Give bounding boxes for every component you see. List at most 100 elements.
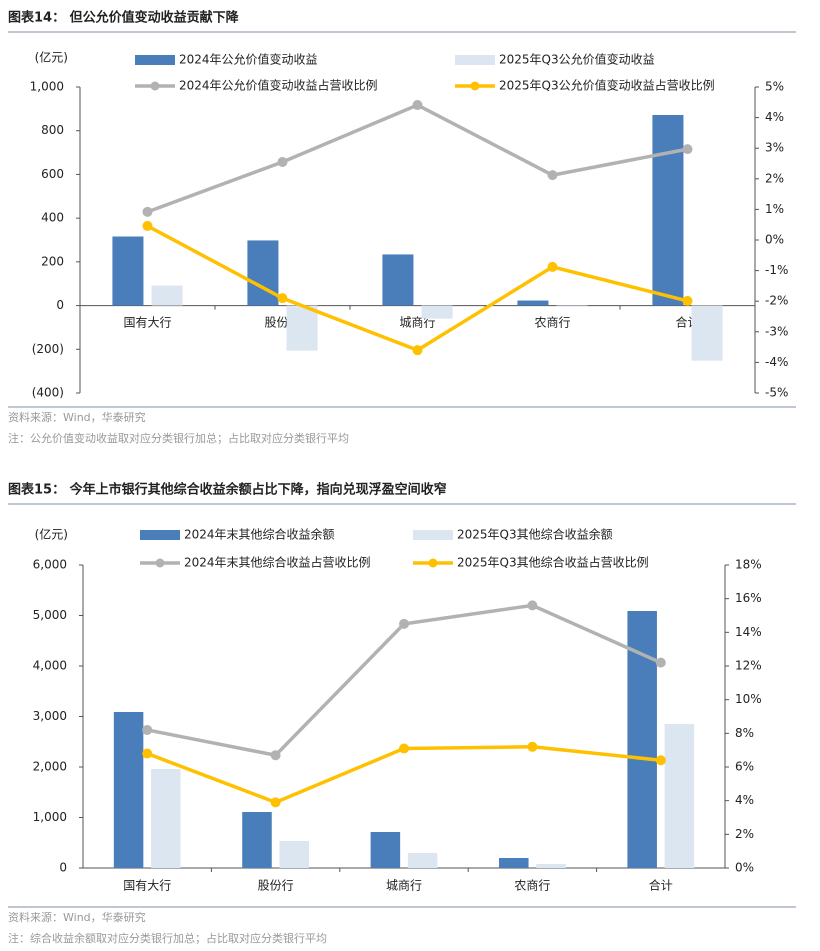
source: 资料来源：Wind，华泰研究 — [8, 410, 146, 424]
y2-tick-label: 4% — [735, 793, 754, 807]
line-point — [682, 144, 693, 155]
note: 注：综合收益余额取对应分类银行加总；占比取对应分类银行平均 — [8, 931, 327, 945]
y-tick-label: (200) — [32, 342, 64, 356]
note: 注：公允价值变动收益取对应分类银行加总；占比取对应分类银行平均 — [8, 431, 349, 445]
x-tick-label: 股份行 — [258, 879, 294, 893]
figure-title: 图表14： 但公允价值变动收益贡献下降 — [8, 10, 240, 26]
line-point — [142, 724, 153, 735]
y2-tick-label: -4% — [765, 355, 788, 369]
y-axis-unit: (亿元) — [35, 527, 68, 542]
y2-tick-label: -2% — [765, 294, 788, 308]
legend-swatch — [155, 558, 165, 568]
y2-tick-label: -3% — [765, 324, 788, 338]
legend-label: 2024年公允价值变动收益占营收比例 — [179, 78, 378, 93]
line-point — [277, 293, 288, 304]
y2-tick-label: 12% — [735, 659, 762, 673]
y2-tick-label: -1% — [765, 263, 788, 277]
legend-label: 2025年Q3公允价值变动收益 — [499, 52, 655, 67]
y2-tick-label: 0% — [735, 861, 754, 875]
y-tick-label: 2,000 — [33, 760, 67, 774]
x-tick-label: 农商行 — [514, 878, 550, 893]
y-tick-label: (400) — [32, 386, 64, 400]
line-point — [547, 261, 558, 272]
legend-swatch — [470, 81, 480, 91]
legend-label: 2024年末其他综合收益余额 — [184, 527, 335, 542]
source: 资料来源：Wind，华泰研究 — [8, 910, 146, 924]
bar — [517, 300, 549, 306]
y-tick-label: 6,000 — [33, 558, 67, 572]
line-point — [399, 743, 409, 754]
legend-label: 2025年Q3其他综合收益余额 — [457, 527, 613, 542]
legend-swatch — [428, 558, 438, 568]
x-tick-label: 城商行 — [386, 878, 422, 893]
legend-swatch — [455, 55, 495, 65]
y2-tick-label: 4% — [765, 110, 784, 124]
bar — [652, 114, 684, 306]
line-point — [682, 295, 693, 306]
x-tick-label: 国有大行 — [123, 316, 171, 330]
line-point — [270, 797, 281, 808]
legend-label: 2024年末其他综合收益占营收比例 — [184, 555, 371, 570]
figure-title: 图表15： 今年上市银行其他综合收益余额占比下降，指向兑现浮盈空间收窄 — [8, 482, 447, 498]
legend-label: 2024年公允价值变动收益 — [179, 52, 318, 67]
y2-tick-label: 3% — [765, 141, 784, 155]
y-tick-label: 4,000 — [33, 659, 67, 673]
line-point — [412, 100, 423, 111]
y2-tick-label: 8% — [735, 726, 754, 740]
y2-tick-label: 14% — [735, 625, 762, 639]
bar — [286, 305, 318, 351]
y-tick-label: 400 — [41, 211, 64, 225]
legend-label: 2025年Q3公允价值变动收益占营收比例 — [499, 78, 715, 93]
y-tick-label: 1,000 — [33, 810, 67, 824]
line-point — [655, 755, 666, 766]
y2-tick-label: -5% — [765, 386, 788, 400]
y-tick-label: 5,000 — [33, 608, 67, 622]
y-tick-label: 3,000 — [33, 709, 67, 723]
bar — [421, 305, 453, 319]
bar — [151, 285, 183, 306]
x-tick-label: 农商行 — [534, 315, 570, 330]
line-point — [655, 657, 666, 668]
y-tick-label: 0 — [59, 861, 67, 875]
line-point — [527, 600, 538, 611]
line-point — [142, 748, 153, 759]
y-tick-label: 600 — [41, 167, 64, 181]
bar — [691, 305, 723, 361]
line — [146, 103, 688, 214]
legend-swatch — [150, 81, 160, 91]
y2-tick-label: 6% — [735, 760, 754, 774]
line-point — [547, 170, 558, 181]
y2-tick-label: 1% — [765, 202, 784, 216]
line-point — [142, 206, 153, 217]
y-tick-label: 800 — [41, 123, 64, 137]
legend-swatch — [140, 530, 180, 540]
bar — [556, 305, 588, 307]
line — [146, 745, 661, 805]
y2-tick-label: 5% — [765, 80, 784, 94]
bar — [279, 840, 309, 868]
bar — [247, 240, 279, 306]
line-point — [270, 750, 281, 761]
y-tick-label: 200 — [41, 254, 64, 268]
x-tick-label: 国有大行 — [123, 879, 171, 893]
y2-tick-label: 2% — [735, 827, 754, 841]
bar — [536, 864, 566, 868]
bar — [664, 724, 695, 868]
y-tick-label: 0 — [56, 298, 64, 312]
y2-tick-label: 10% — [735, 692, 762, 706]
line-point — [412, 345, 423, 356]
legend-label: 2025年Q3其他综合收益占营收比例 — [457, 555, 649, 570]
bar — [407, 853, 438, 868]
line-point — [399, 618, 409, 629]
y-tick-label: 1,000 — [30, 80, 64, 94]
line — [146, 224, 688, 353]
y-axis-unit: (亿元) — [35, 50, 68, 65]
legend-swatch — [413, 530, 453, 540]
bar — [499, 858, 529, 868]
x-tick-label: 合计 — [649, 878, 673, 893]
y2-tick-label: 0% — [765, 233, 784, 247]
y2-tick-label: 2% — [765, 171, 784, 185]
line-point — [142, 220, 153, 231]
bar — [370, 831, 401, 868]
y2-tick-label: 16% — [735, 591, 762, 605]
